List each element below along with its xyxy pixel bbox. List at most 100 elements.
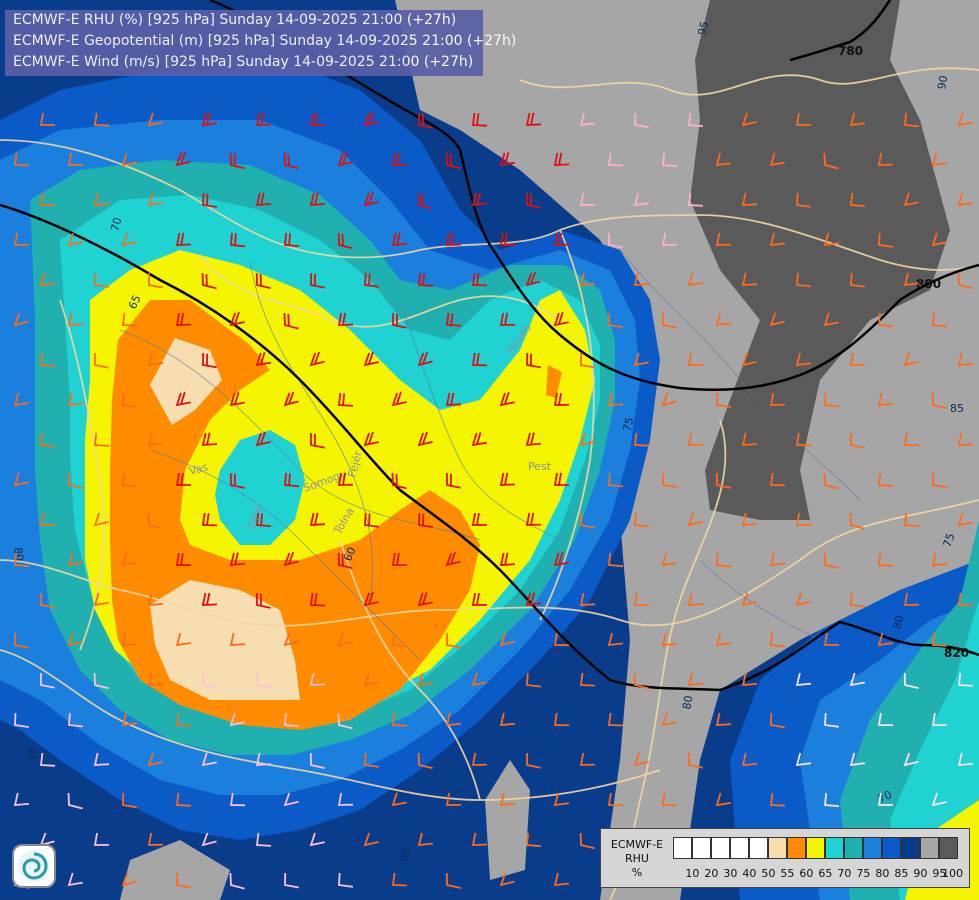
legend-tick-label: 55 <box>780 867 795 880</box>
wind-barb <box>823 312 839 327</box>
wind-barb <box>499 391 515 407</box>
wind-barb <box>201 512 218 527</box>
wind-barb <box>201 832 217 847</box>
wind-barb <box>662 472 677 488</box>
wind-barb <box>903 432 920 447</box>
wind-barb <box>363 832 379 847</box>
wind-barb <box>931 392 947 409</box>
wind-barb <box>147 512 163 530</box>
ecmwf-logo <box>12 844 56 888</box>
wind-barb <box>309 832 325 847</box>
header-line-geopotential: ECMWF-E Geopotential (m) [925 hPa] Sunda… <box>13 33 517 49</box>
wind-barb <box>770 632 786 648</box>
contour-780 <box>209 0 979 392</box>
wind-barb <box>769 232 786 247</box>
wind-barb <box>283 551 299 567</box>
wind-barb <box>877 712 894 727</box>
wind-barb <box>932 472 947 489</box>
wind-barb <box>14 632 29 649</box>
wind-barb <box>957 432 974 446</box>
wind-barb <box>256 672 271 689</box>
wind-barb <box>122 392 137 408</box>
wind-barb <box>741 192 758 206</box>
wind-barb <box>39 512 56 526</box>
rhu-label: 85 <box>23 747 40 765</box>
wind-barb <box>93 192 109 207</box>
wind-barb <box>849 352 866 366</box>
wind-barb <box>608 232 623 249</box>
wind-barb <box>363 191 379 207</box>
wind-barb <box>526 832 541 848</box>
wind-barb <box>471 352 488 367</box>
legend-tick-label: 60 <box>799 867 814 880</box>
wind-barb <box>769 152 785 167</box>
wind-barb <box>823 472 839 490</box>
wind-barb <box>417 832 433 847</box>
legend-tick-label: 75 <box>856 867 871 880</box>
wind-barb <box>201 432 218 446</box>
wind-barb <box>715 232 732 246</box>
rhu-55-area-north <box>150 338 222 425</box>
wind-barb <box>579 752 596 766</box>
geopotential-label-820: 820 <box>944 646 969 660</box>
logo-swirl-icon <box>18 850 50 882</box>
wind-barb <box>364 512 380 528</box>
wind-barb <box>823 632 840 646</box>
wind-barb <box>201 112 218 127</box>
wind-barb <box>499 232 515 246</box>
wind-barb <box>795 512 812 526</box>
wind-barb <box>932 312 947 328</box>
wind-barb <box>229 552 245 567</box>
wind-barb <box>769 312 785 327</box>
wind-barb <box>769 552 785 567</box>
wind-barb <box>283 632 299 647</box>
legend-swatch <box>882 837 901 859</box>
wind-barb <box>553 152 570 166</box>
wind-barb <box>147 432 164 447</box>
wind-barb <box>337 232 353 250</box>
wind-barb <box>147 592 164 606</box>
wind-barb <box>499 872 515 887</box>
wind-barb <box>40 432 56 448</box>
geopotential-contours <box>0 0 979 692</box>
wind-barb <box>741 752 758 766</box>
wind-barb <box>795 432 812 447</box>
wind-barb <box>284 232 300 247</box>
wind-barb <box>471 752 488 766</box>
wind-barb <box>579 832 595 850</box>
wind-barb <box>903 192 919 207</box>
wind-barb <box>633 352 649 367</box>
wind-barb <box>499 312 516 326</box>
wind-barb <box>445 551 461 567</box>
wind-barb <box>283 312 299 330</box>
rhu-label: 60 <box>341 545 359 563</box>
wind-barb <box>67 152 84 166</box>
wind-barb <box>229 632 246 646</box>
wind-barb <box>175 792 192 807</box>
wind-barb <box>364 752 380 768</box>
wind-barb <box>526 672 542 688</box>
wind-barb <box>823 152 839 170</box>
legend-swatch <box>863 837 882 859</box>
wind-barb <box>283 152 299 170</box>
wind-barb <box>903 592 920 606</box>
wind-barb <box>229 311 245 327</box>
wind-barb <box>607 392 624 406</box>
wind-barb <box>39 192 56 207</box>
wind-barb <box>661 632 678 646</box>
rhu-60-area-small <box>546 365 562 398</box>
wind-barb <box>445 792 462 806</box>
wind-barb <box>121 232 137 247</box>
legend-tick-label: 100 <box>942 867 964 880</box>
wind-barb <box>957 192 974 207</box>
wind-barb <box>67 792 83 810</box>
wind-barb <box>824 792 840 808</box>
wind-barb <box>67 552 83 567</box>
wind-barb <box>877 792 894 806</box>
wind-barb <box>418 512 433 528</box>
wind-barb <box>446 473 461 489</box>
rhu-label: 90 <box>935 74 950 90</box>
wind-barb <box>580 352 595 369</box>
wind-barb <box>957 752 974 766</box>
wind-barb <box>850 272 866 288</box>
